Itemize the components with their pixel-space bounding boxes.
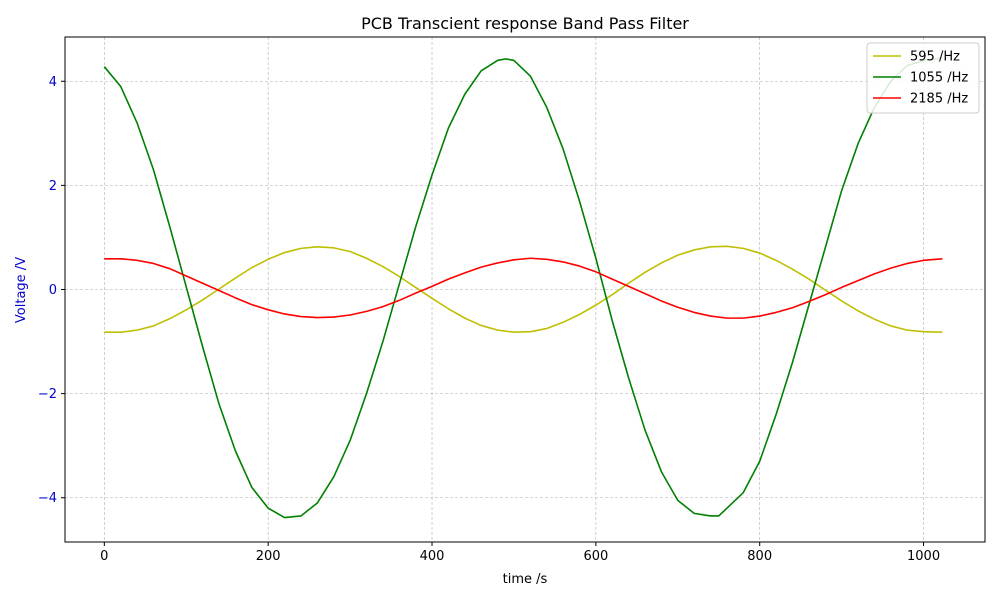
x-axis: 0 200 400 600 800 1000 bbox=[100, 542, 940, 564]
y-axis-label: Voltage /V bbox=[14, 257, 29, 323]
y-axis: −4 −2 0 2 4 bbox=[38, 75, 65, 506]
chart-title: PCB Transcient response Band Pass Filter bbox=[361, 14, 689, 33]
x-axis-label: time /s bbox=[503, 572, 548, 587]
legend-label-3: 2185 /Hz bbox=[910, 92, 968, 107]
grid bbox=[65, 37, 985, 542]
legend-box bbox=[866, 42, 980, 114]
x-tick-label: 600 bbox=[583, 549, 608, 564]
series-line-2 bbox=[103, 57, 943, 519]
legend-label-1: 595 /Hz bbox=[910, 50, 960, 65]
x-tick-label: 1000 bbox=[907, 549, 940, 564]
y-tick-label: 4 bbox=[49, 75, 57, 90]
x-tick-label: 400 bbox=[420, 549, 445, 564]
x-tick-label: 200 bbox=[256, 549, 281, 564]
x-tick-label: 0 bbox=[100, 549, 108, 564]
x-tick-label: 800 bbox=[747, 549, 772, 564]
legend-label-2: 1055 /Hz bbox=[910, 71, 968, 86]
series-line-3 bbox=[104, 257, 943, 319]
y-tick-label: 2 bbox=[49, 179, 57, 194]
y-tick-label: 0 bbox=[49, 283, 57, 298]
series-line-1 bbox=[104, 245, 943, 333]
y-tick-label: −2 bbox=[38, 387, 57, 402]
legend: 595 /Hz 1055 /Hz 2185 /Hz bbox=[866, 42, 980, 114]
series-layer bbox=[103, 57, 943, 519]
y-tick-label: −4 bbox=[38, 491, 57, 506]
